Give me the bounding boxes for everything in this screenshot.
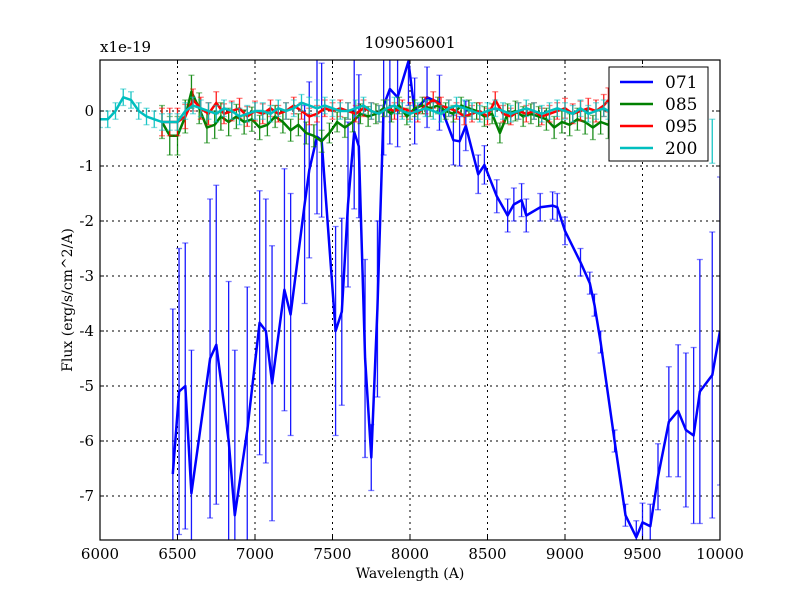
legend-label: 200	[665, 139, 697, 159]
series-line-200	[100, 96, 610, 124]
y-tick-label: -7	[79, 487, 94, 505]
x-tick-label: 10000	[696, 545, 744, 563]
x-axis-label: Wavelength (A)	[356, 566, 465, 582]
y-axis-ticks: 0 -1 -2 -3 -4 -5 -6 -7	[79, 102, 720, 505]
y-tick-label: -3	[79, 267, 94, 285]
x-tick-label: 7000	[236, 545, 274, 563]
legend-item-200: 200	[620, 139, 697, 159]
x-tick-label: 6500	[158, 545, 196, 563]
legend-label: 085	[665, 95, 697, 115]
legend-item-085: 085	[620, 95, 697, 115]
y-axis-offset-text: x1e-19	[100, 38, 151, 56]
y-axis-label: Flux (erg/s/cm^2/A)	[60, 228, 76, 372]
x-axis-ticks: 6000 6500 7000 7500 8000 8500 9000 9500 10000	[81, 60, 744, 563]
x-tick-label: 7500	[313, 545, 351, 563]
legend-item-071: 071	[620, 73, 697, 93]
y-tick-label: -2	[79, 212, 94, 230]
y-tick-label: -5	[79, 377, 94, 395]
x-tick-label: 8500	[468, 545, 506, 563]
x-tick-label: 8000	[391, 545, 429, 563]
legend-item-095: 095	[620, 117, 697, 137]
x-tick-label: 9000	[546, 545, 584, 563]
y-tick-label: 0	[84, 102, 94, 120]
y-tick-label: -6	[79, 432, 94, 450]
legend-label: 071	[665, 73, 697, 93]
y-tick-label: -4	[79, 322, 94, 340]
x-tick-label: 6000	[81, 545, 119, 563]
series-200	[100, 88, 716, 164]
legend-label: 095	[665, 117, 697, 137]
y-tick-label: -1	[79, 157, 94, 175]
grid-lines	[100, 60, 720, 540]
x-tick-label: 9500	[623, 545, 661, 563]
plot-series	[100, 60, 720, 540]
chart-title: 109056001	[364, 33, 456, 52]
